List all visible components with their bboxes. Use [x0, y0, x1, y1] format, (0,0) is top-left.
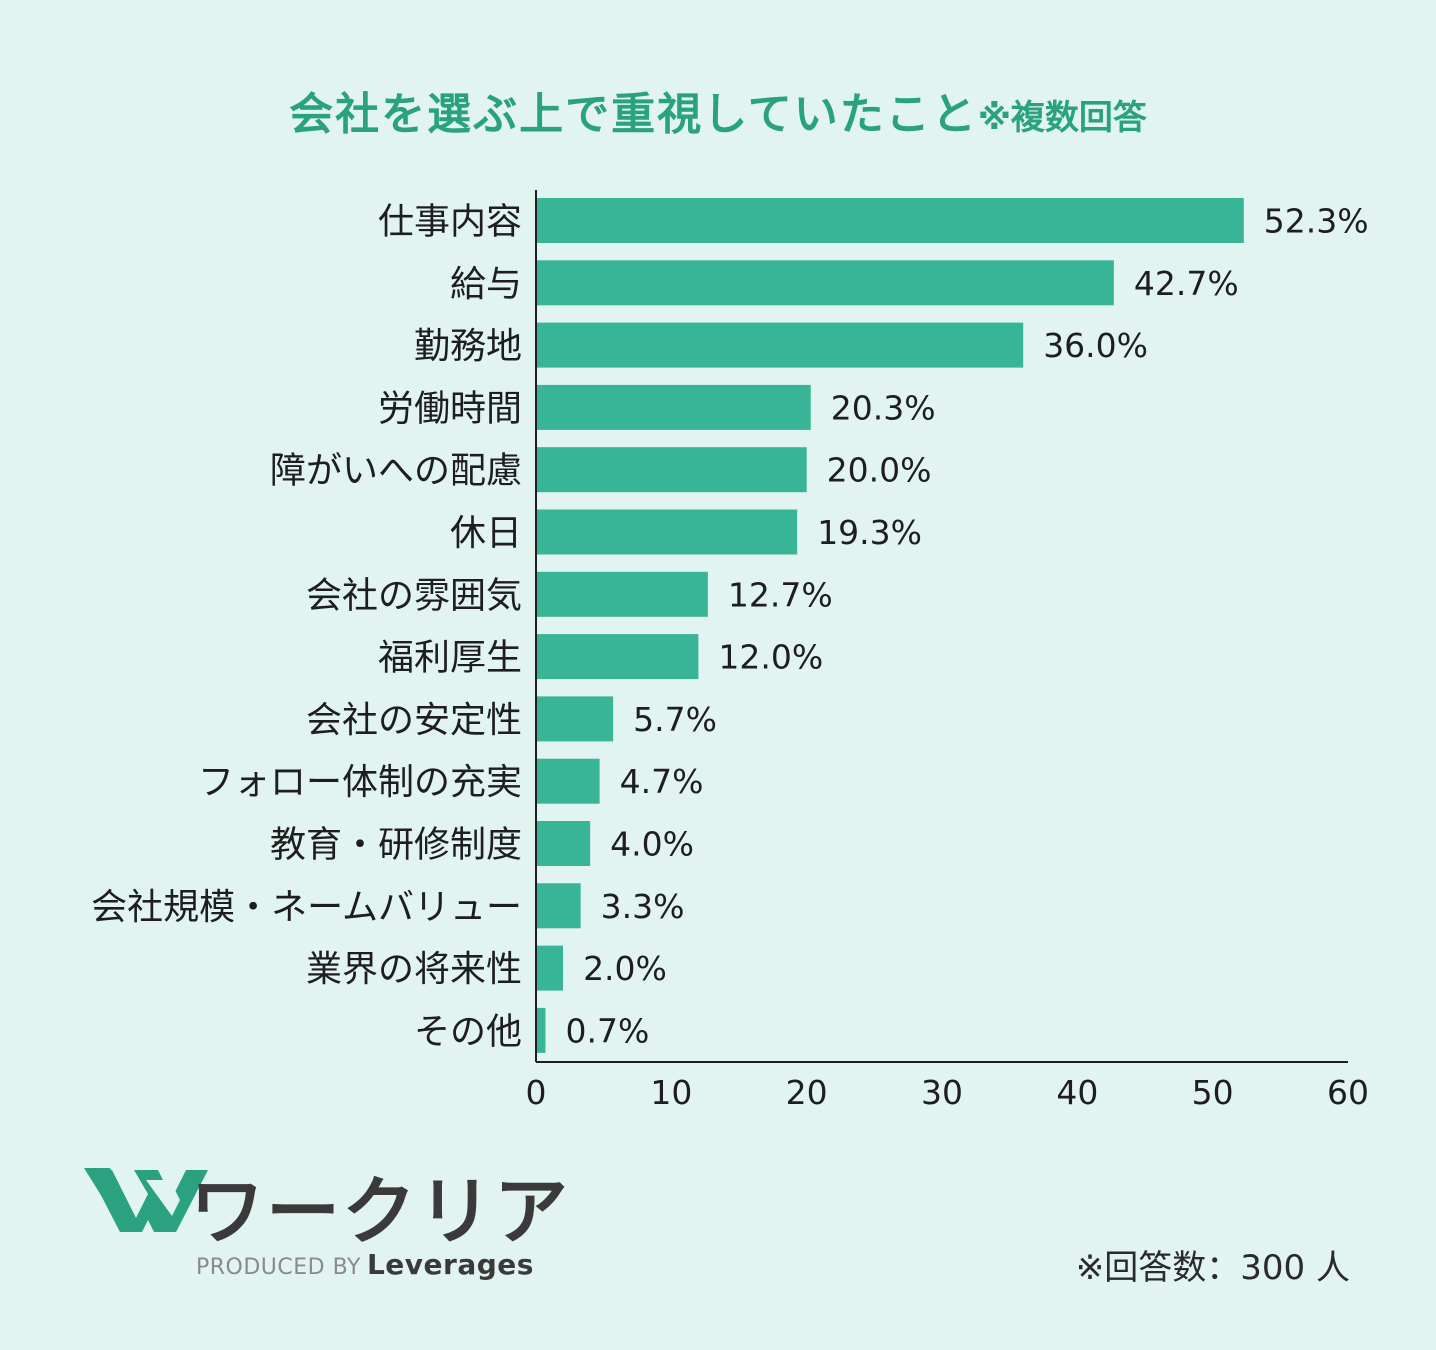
category-label: 労働時間: [378, 388, 522, 429]
respondent-count-note: ※回答数：300 人: [1075, 1248, 1350, 1288]
value-label: 36.0%: [1043, 326, 1148, 365]
value-label: 4.7%: [620, 762, 704, 801]
chart-title-main: 会社を選ぶ上で重視していたこと: [289, 89, 978, 140]
category-label: 会社の安定性: [306, 700, 522, 741]
produced-by-brand: Leverages: [366, 1248, 534, 1281]
category-label: 会社規模・ネームバリュー: [91, 887, 522, 928]
value-label: 19.3%: [817, 513, 922, 552]
x-tick-label: 60: [1327, 1073, 1369, 1112]
x-tick-label: 0: [526, 1073, 547, 1112]
bar: [536, 945, 564, 991]
bar: [536, 634, 699, 680]
value-label: 4.0%: [610, 825, 694, 864]
wacrea-logo-icon: [84, 1168, 208, 1232]
x-tick-label: 20: [786, 1073, 828, 1112]
bar: [536, 322, 1024, 368]
x-tick-label: 30: [921, 1073, 963, 1112]
category-label: 休日: [450, 513, 522, 554]
value-label: 42.7%: [1134, 264, 1239, 303]
value-label: 52.3%: [1264, 202, 1369, 241]
category-label: 障がいへの配慮: [270, 451, 522, 492]
value-label: 0.7%: [565, 1011, 649, 1050]
chart-title-note: ※複数回答: [977, 98, 1147, 138]
value-label: 5.7%: [633, 700, 717, 739]
bar: [536, 571, 708, 617]
category-label: フォロー体制の充実: [198, 762, 522, 803]
bar: [536, 447, 807, 493]
value-label: 3.3%: [601, 887, 685, 926]
value-label: 2.0%: [583, 949, 667, 988]
produced-by: PRODUCED BY Leverages: [196, 1248, 534, 1281]
category-label: 福利厚生: [378, 638, 522, 679]
bar: [536, 509, 798, 555]
value-label: 12.7%: [728, 575, 833, 614]
bar: [536, 758, 600, 804]
x-tick-label: 40: [1056, 1073, 1098, 1112]
category-label: 給与: [450, 264, 522, 305]
bar-chart: 仕事内容 52.3% 給与 42.7% 勤務地 36.0% 労働時間 20.3% 障がいへの配慮…: [91, 190, 1369, 1112]
bar: [536, 696, 614, 742]
category-label: 教育・研修制度: [270, 825, 522, 866]
bar: [536, 198, 1244, 243]
value-label: 20.3%: [831, 388, 936, 427]
category-label: 会社の雰囲気: [306, 575, 522, 616]
category-label: その他: [414, 1011, 522, 1052]
value-label: 12.0%: [718, 638, 823, 677]
value-label: 20.0%: [827, 451, 932, 490]
bar: [536, 384, 811, 430]
category-label: 仕事内容: [378, 202, 522, 243]
chart-title: 会社を選ぶ上で重視していたこと※複数回答: [0, 78, 1436, 142]
logo-wordmark: ワークリア: [190, 1169, 570, 1255]
x-tick-label: 10: [650, 1073, 692, 1112]
bar: [536, 883, 581, 929]
bar: [536, 260, 1114, 306]
x-tick-label: 50: [1192, 1073, 1234, 1112]
category-label: 業界の将来性: [306, 949, 522, 990]
category-label: 勤務地: [414, 326, 522, 367]
bar: [536, 821, 591, 866]
produced-by-label: PRODUCED BY: [196, 1255, 361, 1280]
bar: [536, 1007, 546, 1053]
